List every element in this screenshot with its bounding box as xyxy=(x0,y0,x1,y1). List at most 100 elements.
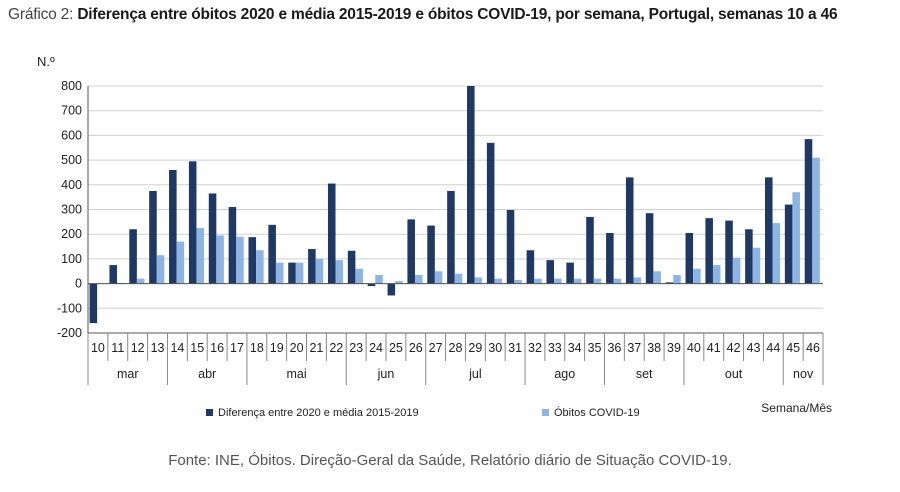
y-tick-label: 700 xyxy=(61,104,82,118)
bar-diferenca xyxy=(546,260,555,284)
x-tick-label: 35 xyxy=(588,341,602,355)
source-label: Fonte: xyxy=(168,452,211,469)
legend-swatch-series1 xyxy=(206,409,213,416)
x-tick-label: 38 xyxy=(647,341,661,355)
bar-obitos-covid xyxy=(673,274,681,284)
x-tick-label: 14 xyxy=(170,341,184,355)
y-tick-label: 800 xyxy=(61,79,82,93)
x-tick-label: 43 xyxy=(747,341,761,355)
bar-obitos-covid xyxy=(216,235,224,284)
x-tick-label: 22 xyxy=(329,341,343,355)
bar-obitos-covid xyxy=(176,241,185,284)
x-tick-label: 13 xyxy=(151,341,165,355)
bar-obitos-covid xyxy=(693,268,701,284)
bar-diferenca xyxy=(705,218,713,284)
x-tick-label: 37 xyxy=(627,341,641,355)
bar-obitos-covid xyxy=(236,236,244,284)
y-tick-label: 100 xyxy=(61,252,82,266)
x-tick-label: 41 xyxy=(707,341,721,355)
bar-diferenca xyxy=(804,139,813,284)
bar-diferenca xyxy=(327,183,336,284)
bar-diferenca xyxy=(685,232,694,284)
y-axis-label: N.º xyxy=(37,54,55,69)
bar-diferenca xyxy=(89,283,98,324)
bar-obitos-covid xyxy=(355,268,363,284)
bar-diferenca xyxy=(645,213,654,284)
bar-diferenca xyxy=(725,220,733,284)
bar-obitos-covid xyxy=(315,258,324,284)
month-label: mai xyxy=(287,367,307,381)
y-tick-label: -100 xyxy=(57,301,82,315)
bar-diferenca xyxy=(467,86,475,284)
x-tick-label: 30 xyxy=(488,341,502,355)
y-tick-label: 300 xyxy=(61,203,82,217)
y-tick-label: -200 xyxy=(57,326,82,340)
chart-title-text: Diferença entre óbitos 2020 e média 2015… xyxy=(77,6,838,23)
bar-obitos-covid xyxy=(752,247,761,284)
bar-obitos-covid xyxy=(534,278,542,284)
bar-obitos-covid xyxy=(156,255,165,284)
bar-obitos-covid xyxy=(434,271,443,284)
bar-obitos-covid xyxy=(256,250,264,284)
x-tick-label: 25 xyxy=(389,341,403,355)
x-tick-label: 34 xyxy=(568,341,582,355)
bar-diferenca xyxy=(228,207,237,284)
x-axis-label: Semana/Mês xyxy=(761,401,832,415)
bar-obitos-covid xyxy=(395,281,403,284)
bar-diferenca xyxy=(387,283,396,296)
month-label: abr xyxy=(198,367,216,381)
x-tick-label: 40 xyxy=(687,341,701,355)
bar-obitos-covid xyxy=(613,278,622,284)
bar-obitos-covid xyxy=(732,257,741,284)
x-tick-label: 27 xyxy=(429,341,443,355)
x-tick-label: 10 xyxy=(91,341,105,355)
bar-diferenca xyxy=(169,169,177,284)
bar-obitos-covid xyxy=(375,274,383,284)
bar-diferenca xyxy=(268,224,276,284)
y-tick-label: 600 xyxy=(61,128,82,142)
x-axis: 10 11 12 13 14 15 16 17 18 19 20 21 22 23 24 25 26 27 28 29… xyxy=(87,86,824,385)
bar-chart: -200 -100 0 100 200 300 400 500 600 700 800 10 11 12… xyxy=(37,54,832,419)
bar-diferenca xyxy=(447,190,455,284)
bar-diferenca xyxy=(407,219,415,284)
bar-diferenca xyxy=(665,282,674,284)
bar-diferenca xyxy=(347,250,356,284)
x-tick-label: 23 xyxy=(349,341,363,355)
chart-title: Gráfico 2: Diferença entre óbitos 2020 e… xyxy=(8,6,838,24)
bar-obitos-covid xyxy=(295,262,304,284)
gridlines xyxy=(88,85,823,334)
source-text: INE, Óbitos. Direção-Geral da Saúde, Rel… xyxy=(214,452,732,469)
x-tick-label: 24 xyxy=(369,341,383,355)
bar-diferenca xyxy=(308,249,316,284)
legend-swatch-series2 xyxy=(542,409,549,416)
bar-diferenca xyxy=(486,142,495,284)
x-tick-label: 42 xyxy=(727,341,741,355)
bar-obitos-covid xyxy=(454,273,463,284)
y-tick-label: 200 xyxy=(61,227,82,241)
y-tick-label: 400 xyxy=(61,178,82,192)
bar-diferenca xyxy=(427,225,435,284)
month-label: jun xyxy=(377,367,395,381)
bar-obitos-covid xyxy=(792,192,800,284)
bar-obitos-covid xyxy=(573,278,582,284)
bar-diferenca xyxy=(764,177,773,284)
x-tick-label: 21 xyxy=(309,341,323,355)
x-tick-label: 32 xyxy=(528,341,542,355)
bar-diferenca xyxy=(188,161,197,284)
x-tick-label: 31 xyxy=(508,341,522,355)
bar-diferenca xyxy=(129,229,137,284)
bar-diferenca xyxy=(606,232,614,284)
bar-obitos-covid xyxy=(514,279,522,284)
x-tick-label: 11 xyxy=(111,341,124,355)
y-tick-label: 500 xyxy=(61,153,82,167)
bar-diferenca xyxy=(566,262,574,284)
source-note: Fonte: INE, Óbitos. Direção-Geral da Saú… xyxy=(0,452,900,469)
x-tick-label: 15 xyxy=(190,341,204,355)
x-tick-label: 28 xyxy=(449,341,463,355)
x-tick-label: 46 xyxy=(806,341,820,355)
legend: Diferença entre 2020 e média 2015-2019 Ó… xyxy=(206,406,640,419)
x-tick-label: 26 xyxy=(409,341,423,355)
bar-diferenca xyxy=(506,209,515,284)
x-tick-label: 36 xyxy=(607,341,621,355)
x-tick-label: 17 xyxy=(230,341,244,355)
